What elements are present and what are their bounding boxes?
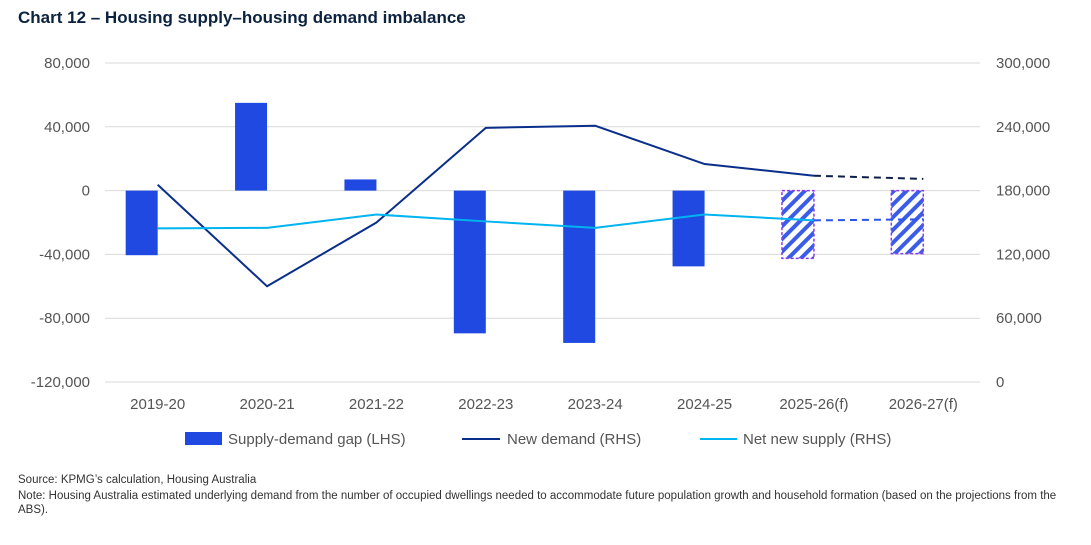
x-tick-label: 2020-21: [240, 396, 295, 413]
legend-label-supply: Net new supply (RHS): [743, 431, 891, 448]
x-tick-label: 2022-23: [458, 396, 513, 413]
bar-supply-demand-gap: [453, 190, 486, 334]
left-tick-label: -120,000: [31, 374, 90, 391]
left-tick-label: -40,000: [39, 246, 90, 263]
right-tick-label: 180,000: [996, 183, 1050, 200]
note-text: Note: Housing Australia estimated underl…: [18, 490, 1057, 516]
x-tick-label: 2023-24: [568, 396, 623, 413]
line-net-new-supply-forecast: [813, 218, 924, 222]
bar-supply-demand-gap: [781, 189, 815, 260]
right-tick-label: 0: [996, 374, 1004, 391]
line-net-new-supply: [157, 213, 814, 230]
left-tick-label: 0: [82, 183, 90, 200]
source-text: Source: KPMG’s calculation, Housing Aust…: [18, 474, 257, 486]
legend-swatch-gap: [185, 432, 222, 445]
x-tick-label: 2026-27(f): [889, 396, 958, 413]
x-tick-label: 2021-22: [349, 396, 404, 413]
left-tick-label: 80,000: [44, 55, 90, 72]
legend-label-demand: New demand (RHS): [507, 431, 641, 448]
right-tick-label: 300,000: [996, 55, 1050, 72]
bar-supply-demand-gap: [125, 190, 158, 256]
legend-label-gap: Supply-demand gap (LHS): [228, 431, 406, 448]
chart: 80,000 300,000 40,000 240,000 0 180,000 -40,00…: [31, 55, 1050, 448]
right-tick-label: 240,000: [996, 119, 1050, 136]
x-tick-label: 2025-26(f): [779, 396, 848, 413]
line-new-demand-forecast: [813, 174, 924, 180]
bar-supply-demand-gap: [672, 190, 705, 267]
chart-title: Chart 12 – Housing supply–housing demand…: [18, 8, 466, 27]
bar-supply-demand-gap: [890, 189, 925, 255]
left-tick-label: -80,000: [39, 310, 90, 327]
x-tick-label: 2024-25: [677, 396, 732, 413]
bar-supply-demand-gap: [563, 190, 596, 343]
bar-supply-demand-gap: [235, 102, 268, 191]
line-new-demand: [157, 124, 815, 288]
left-tick-label: 40,000: [44, 119, 90, 136]
right-tick-label: 60,000: [996, 310, 1042, 327]
x-tick-label: 2019-20: [130, 396, 185, 413]
bar-supply-demand-gap: [344, 179, 377, 191]
right-tick-label: 120,000: [996, 246, 1050, 263]
